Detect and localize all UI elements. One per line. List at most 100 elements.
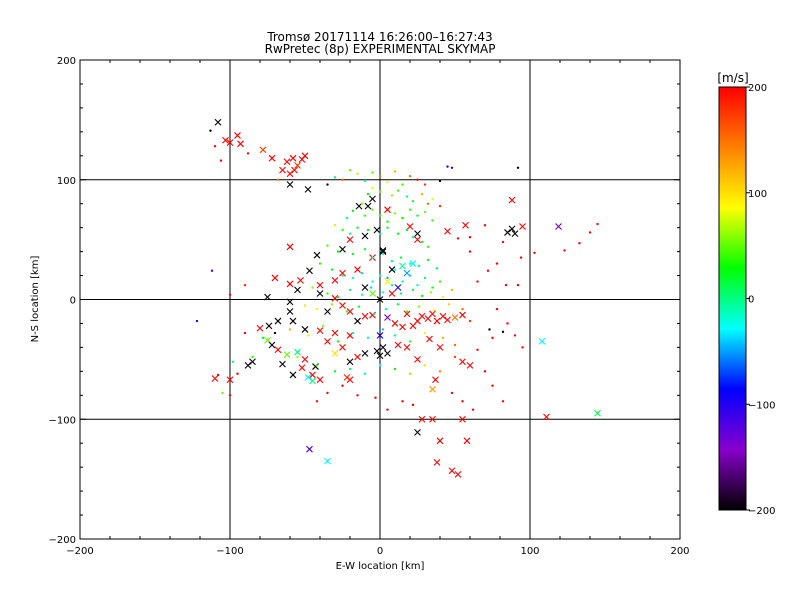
data-point-x bbox=[406, 223, 414, 230]
data-point-x bbox=[462, 221, 469, 229]
data-point-x bbox=[324, 308, 331, 315]
data-point-dot bbox=[386, 180, 389, 184]
data-point-x bbox=[369, 195, 376, 203]
data-point-dot bbox=[483, 224, 487, 227]
data-point-x bbox=[283, 351, 291, 358]
data-point-dot bbox=[533, 251, 536, 254]
data-point-dot bbox=[450, 391, 454, 395]
data-point-x bbox=[384, 314, 391, 321]
data-point-dot bbox=[468, 319, 472, 323]
data-point-dot bbox=[390, 283, 394, 287]
data-point-dot bbox=[399, 256, 403, 259]
data-point-dot bbox=[378, 174, 382, 178]
data-point-dot bbox=[578, 242, 581, 245]
data-point-x bbox=[226, 139, 234, 147]
data-point-dot bbox=[209, 129, 212, 132]
data-point-x bbox=[294, 348, 301, 356]
data-point-x bbox=[361, 349, 369, 357]
data-point-dot bbox=[315, 400, 319, 403]
data-point-x bbox=[373, 347, 381, 355]
data-point-x bbox=[298, 364, 306, 372]
data-point-x bbox=[316, 376, 324, 384]
data-point-x bbox=[274, 346, 282, 354]
y-tick-label: 200 bbox=[57, 56, 76, 67]
data-point-dot bbox=[221, 391, 224, 395]
data-point-dot bbox=[596, 222, 599, 226]
data-point-x bbox=[256, 324, 264, 332]
data-point-x bbox=[306, 445, 313, 453]
data-point-x bbox=[291, 166, 298, 174]
data-point-dot bbox=[447, 303, 451, 306]
data-point-x bbox=[289, 154, 297, 162]
data-point-dot bbox=[356, 394, 359, 397]
colorbar-tick-label: 200 bbox=[748, 83, 767, 94]
data-point-dot bbox=[486, 269, 490, 272]
data-point-dot bbox=[296, 355, 299, 359]
data-point-dot bbox=[318, 262, 322, 265]
data-point-dot bbox=[491, 384, 494, 387]
x-axis-ticks: −200 −100 0 100 200 bbox=[66, 60, 690, 557]
data-point-dot bbox=[461, 307, 464, 311]
colorbar-ticks: 200 100 0 −100 −200 bbox=[746, 83, 775, 517]
data-point-x bbox=[324, 457, 331, 465]
colorbar-tick-label: 100 bbox=[748, 189, 767, 200]
data-point-x bbox=[511, 230, 519, 238]
y-axis-ticks: −200 −100 0 100 200 bbox=[49, 56, 680, 546]
data-point-dot bbox=[371, 280, 374, 283]
data-point-x bbox=[414, 429, 421, 436]
data-point-x bbox=[286, 280, 294, 288]
data-point-dot bbox=[453, 355, 457, 359]
data-point-x bbox=[271, 274, 279, 282]
data-point-dot bbox=[374, 396, 377, 399]
data-point-dot bbox=[405, 228, 409, 232]
data-point-dot bbox=[423, 364, 427, 367]
data-point-x bbox=[379, 247, 387, 254]
data-point-dot bbox=[386, 408, 389, 411]
data-point-dot bbox=[456, 237, 460, 240]
colorbar-tick-label: −200 bbox=[748, 506, 775, 517]
data-point-dot bbox=[336, 250, 340, 253]
data-point-dot bbox=[386, 220, 389, 223]
data-point-x bbox=[508, 196, 516, 204]
data-point-dot bbox=[423, 183, 427, 186]
data-point-dot bbox=[423, 276, 427, 280]
data-point-x bbox=[301, 355, 309, 363]
data-point-x bbox=[388, 290, 396, 297]
data-point-dot bbox=[501, 400, 505, 403]
data-point-dot bbox=[363, 372, 367, 375]
data-point-dot bbox=[441, 336, 445, 340]
data-point-x bbox=[433, 458, 441, 466]
data-point-x bbox=[451, 314, 459, 321]
colorbar-gradient bbox=[718, 86, 747, 511]
data-point-dot bbox=[326, 183, 329, 186]
data-point-dot bbox=[408, 372, 412, 375]
data-point-x bbox=[361, 232, 369, 240]
data-point-dot bbox=[356, 172, 359, 175]
data-point-x bbox=[346, 358, 354, 366]
data-point-x bbox=[361, 312, 369, 320]
data-point-dot bbox=[416, 283, 419, 287]
data-point-x bbox=[226, 376, 234, 384]
data-point-dot bbox=[426, 202, 430, 205]
data-point-dot bbox=[228, 293, 232, 296]
data-point-dot bbox=[446, 165, 449, 168]
data-point-x bbox=[264, 293, 271, 301]
data-point-x bbox=[294, 286, 301, 294]
data-point-x bbox=[214, 118, 222, 126]
data-point-dot bbox=[411, 403, 415, 407]
data-point-x bbox=[268, 154, 276, 162]
data-point-x bbox=[339, 245, 346, 253]
data-point-dot bbox=[341, 274, 344, 277]
data-point-dot bbox=[423, 210, 427, 214]
chart-title: Tromsø 20171114 16:26:00–16:27:43 bbox=[266, 30, 492, 44]
data-point-x bbox=[538, 338, 546, 345]
data-point-dot bbox=[261, 336, 265, 340]
y-tick-label: 0 bbox=[70, 296, 76, 307]
data-point-dot bbox=[423, 331, 427, 335]
data-point-x bbox=[339, 302, 346, 309]
y-tick-label: −100 bbox=[49, 415, 76, 426]
data-point-x bbox=[399, 323, 406, 331]
data-point-x bbox=[286, 243, 294, 251]
data-point-dot bbox=[519, 256, 523, 259]
